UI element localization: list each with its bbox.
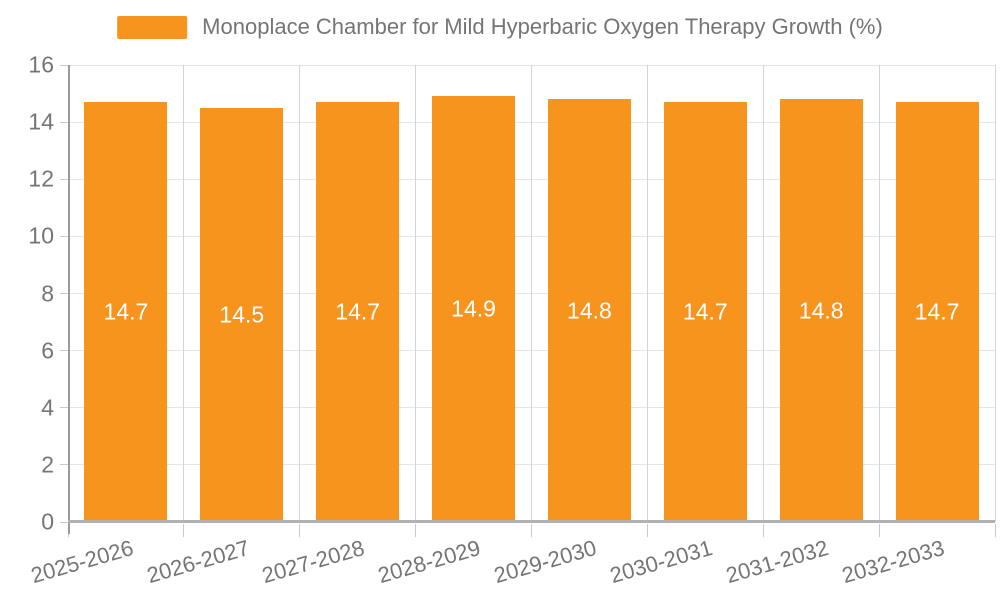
x-axis-tick	[646, 524, 648, 537]
bar-value-label: 14.5	[219, 301, 265, 328]
gridline-vertical	[878, 65, 880, 522]
y-axis-tick	[60, 64, 68, 66]
bar-value-label: 14.7	[914, 298, 960, 325]
gridline-vertical	[646, 65, 648, 522]
bar[interactable]: 14.7	[663, 102, 747, 522]
bar[interactable]: 14.5	[200, 107, 284, 522]
y-tick-label: 14	[28, 108, 54, 135]
x-axis-tick	[183, 524, 185, 537]
gridline-vertical	[994, 65, 996, 522]
gridline-vertical	[762, 65, 764, 522]
bar[interactable]: 14.7	[316, 102, 400, 522]
y-axis-tick	[60, 521, 68, 523]
bar-value-label: 14.7	[335, 298, 381, 325]
bar-value-label: 14.8	[567, 297, 612, 324]
y-tick-label: 10	[28, 222, 54, 249]
y-axis-line	[68, 65, 70, 534]
y-tick-label: 2	[41, 451, 54, 478]
y-tick-label: 16	[28, 51, 54, 78]
x-tick-label: 2028-2029	[375, 535, 484, 589]
x-tick-label: 2027-2028	[259, 535, 368, 589]
y-axis-tick	[60, 350, 68, 352]
bar-value-label: 14.7	[103, 298, 149, 325]
bar-value-label: 14.9	[451, 295, 496, 322]
x-axis-tick	[415, 524, 417, 537]
gridline-vertical	[183, 65, 185, 522]
x-axis-tick	[994, 524, 996, 537]
legend[interactable]: Monoplace Chamber for Mild Hyperbaric Ox…	[117, 14, 883, 40]
y-axis-tick	[60, 235, 68, 237]
gridline-vertical	[415, 65, 417, 522]
y-tick-label: 12	[28, 165, 54, 192]
x-tick-label: 2031-2032	[723, 535, 832, 589]
x-tick-label: 2026-2027	[143, 535, 252, 589]
x-axis-tick	[299, 524, 301, 537]
gridline-vertical	[531, 65, 532, 522]
x-axis-line	[68, 520, 995, 523]
y-axis-tick	[60, 464, 68, 466]
x-axis-tick	[878, 524, 880, 537]
y-tick-label: 6	[41, 337, 54, 364]
y-axis-tick	[60, 407, 68, 409]
bar[interactable]: 14.7	[84, 102, 168, 522]
bar[interactable]: 14.9	[432, 96, 516, 522]
bar[interactable]: 14.8	[547, 99, 631, 522]
legend-swatch	[117, 15, 188, 39]
y-axis-tick	[60, 121, 68, 123]
y-tick-label: 8	[41, 280, 54, 306]
x-tick-label: 2032-2033	[838, 535, 947, 589]
y-tick-label: 0	[41, 508, 54, 535]
x-tick-label: 2029-2030	[491, 535, 600, 589]
x-tick-label: 2030-2031	[607, 535, 716, 589]
y-tick-label: 4	[41, 394, 54, 421]
y-axis: 0 2 4 6 8 10 12 14 16	[0, 52, 54, 535]
y-axis-tick	[60, 293, 68, 294]
legend-label: Monoplace Chamber for Mild Hyperbaric Ox…	[202, 14, 883, 39]
plot-area: 14.7 14.5 14.7 14.9 14.8 14.7 14.8 14.7 2025-202…	[28, 64, 996, 588]
x-axis-tick	[762, 524, 764, 537]
gridline-vertical	[299, 65, 301, 522]
x-tick-label: 2025-2026	[27, 535, 136, 589]
bar[interactable]: 14.7	[895, 102, 979, 522]
bar-value-label: 14.7	[682, 298, 728, 325]
bar-value-label: 14.8	[798, 297, 844, 324]
bar[interactable]: 14.8	[779, 99, 863, 522]
y-axis-tick	[60, 178, 68, 180]
x-axis-tick	[531, 524, 532, 537]
